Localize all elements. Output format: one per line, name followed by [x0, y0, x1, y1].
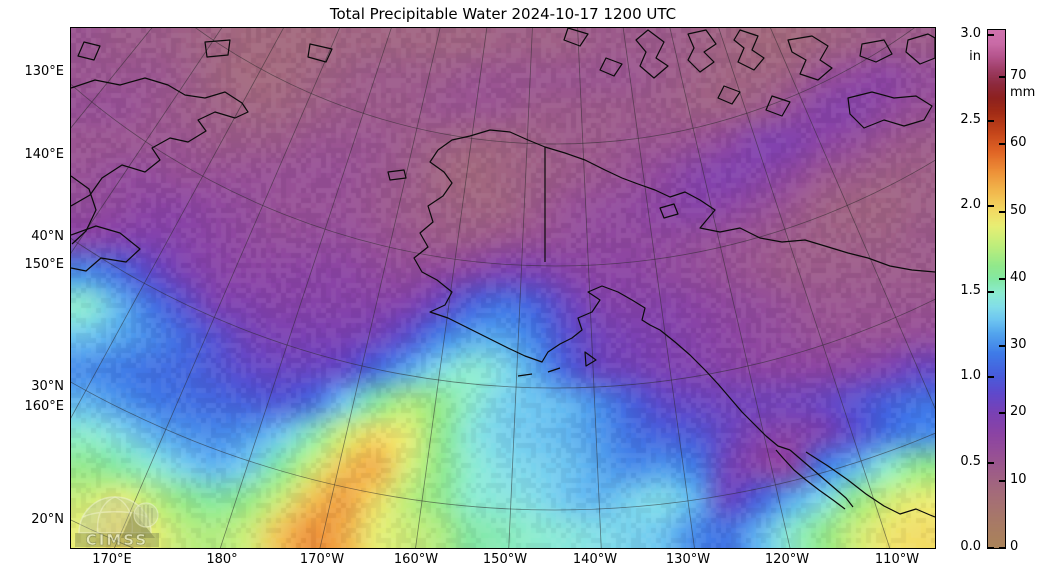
meridian-line: [718, 28, 891, 548]
meridian-line: [71, 28, 153, 129]
graticule: [71, 28, 935, 548]
x-axis-label: 140°W: [572, 552, 618, 567]
x-axis-label: 160°W: [393, 552, 439, 567]
meridian-line: [71, 28, 223, 254]
map-plot-area: CIMSS: [70, 27, 936, 549]
colorbar-tick-in: [988, 290, 994, 293]
x-axis-label: 130°W: [665, 552, 711, 567]
colorbar-tick-mm: [999, 143, 1005, 146]
colorbar-tick-mm: [999, 277, 1005, 280]
y-axis-label: 20°N: [31, 512, 64, 527]
y-axis-label: 160°E: [24, 399, 64, 414]
meridian-line: [319, 28, 441, 548]
page-title: Total Precipitable Water 2024-10-17 1200…: [329, 5, 677, 23]
meridian-line: [219, 28, 392, 548]
colorbar-label-in: 0.0: [960, 539, 981, 554]
colorbar-tick-mm: [999, 479, 1005, 482]
map-overlay: CIMSS: [71, 28, 935, 548]
x-axis-label: 180°: [206, 552, 238, 567]
colorbar-label-in: 0.5: [960, 453, 981, 469]
y-axis-label: 130°E: [24, 64, 64, 79]
meridian-line: [508, 28, 533, 548]
colorbar-tick-in: [988, 119, 994, 122]
cimss-watermark-text: CIMSS: [86, 531, 148, 548]
colorbar-label-mm: 50: [1010, 202, 1027, 218]
colorbar-label-mm: 30: [1010, 337, 1027, 353]
x-axis-label: 170°E: [92, 552, 132, 567]
y-axis-label: 30°N: [31, 379, 64, 394]
parallel-arc: [71, 381, 935, 511]
meridian-line: [71, 28, 284, 419]
meridian-line: [71, 28, 72, 29]
colorbar-tick-mm: [999, 345, 1005, 348]
meridian-line: [622, 28, 695, 548]
colorbar-tick-in: [988, 34, 994, 37]
colorbar-tick-mm: [999, 76, 1005, 79]
x-axis-label: 120°W: [764, 552, 810, 567]
meridian-line: [577, 28, 602, 548]
meridian-line: [415, 28, 488, 548]
x-axis-label: 110°W: [874, 552, 920, 567]
colorbar-tick-in: [988, 547, 994, 549]
colorbar-label-in: 3.0: [960, 26, 981, 42]
parallel-arc: [71, 237, 935, 389]
meridian-line: [114, 28, 340, 548]
tpw-field-raster: [71, 28, 935, 548]
coastlines: [71, 28, 935, 518]
colorbar-label-in: 2.5: [960, 111, 981, 127]
meridian-line: [669, 28, 791, 548]
parallel-arc: [71, 83, 935, 267]
satellite-icon: [133, 502, 159, 528]
colorbar-label-mm: 10: [1010, 471, 1027, 487]
parallel-arc: [71, 519, 135, 548]
y-axis-label: 40°N: [31, 229, 64, 244]
y-axis-label: 150°E: [24, 257, 64, 272]
colorbar-label-mm: 0: [1010, 539, 1019, 554]
colorbar-unit-inches: in: [969, 49, 981, 64]
colorbar-tick-mm: [999, 210, 1005, 213]
meridian-line: [770, 28, 935, 410]
colorbar-label-mm: 60: [1010, 135, 1027, 151]
y-axis-label: 140°E: [24, 147, 64, 162]
globe-gridlines-icon: [82, 496, 148, 534]
colorbar: [987, 29, 1006, 549]
colorbar-tick-mm: [999, 412, 1005, 415]
colorbar-tick-in: [988, 461, 994, 464]
x-axis-label: 150°W: [482, 552, 528, 567]
colorbar-tick-mm: [999, 547, 1005, 549]
colorbar-unit-mm: mm: [1010, 85, 1036, 100]
parallel-arc: [195, 28, 915, 145]
colorbar-label-in: 1.0: [960, 368, 981, 384]
colorbar-gradient: [988, 30, 1005, 548]
x-axis-label: 170°W: [299, 552, 345, 567]
colorbar-label-in: 2.0: [960, 197, 981, 213]
logo-wedge-icon: [121, 511, 155, 538]
colorbar-label-mm: 40: [1010, 269, 1027, 285]
colorbar-label-mm: 70: [1010, 68, 1027, 84]
colorbar-tick-in: [988, 376, 994, 379]
colorbar-tick-in: [988, 205, 994, 208]
colorbar-label-in: 1.5: [960, 282, 981, 298]
cimss-logo-watermark: CIMSS: [75, 496, 159, 548]
colorbar-label-mm: 20: [1010, 404, 1027, 420]
